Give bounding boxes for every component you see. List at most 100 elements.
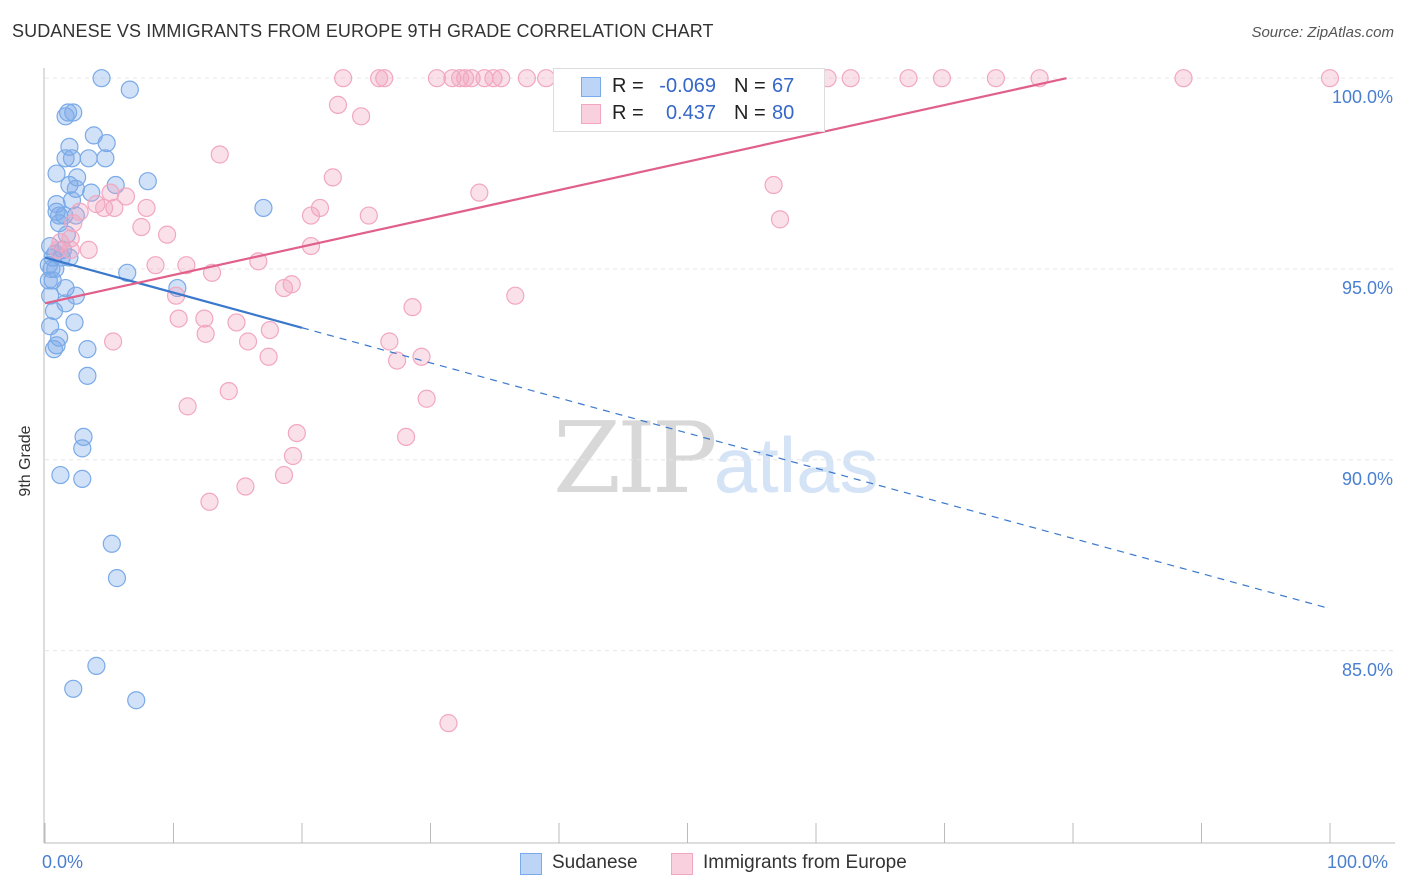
europe-point bbox=[375, 69, 394, 88]
sudanese-point bbox=[78, 340, 97, 359]
europe-point bbox=[370, 69, 389, 88]
europe-point bbox=[456, 69, 475, 88]
europe-point bbox=[61, 240, 80, 260]
europe-point bbox=[443, 69, 462, 88]
europe-point bbox=[841, 69, 860, 88]
sudanese-trend-line-dashed bbox=[301, 327, 1331, 610]
r-value: -0.069 bbox=[659, 75, 716, 97]
n-value: 67 bbox=[772, 75, 795, 97]
europe-point bbox=[70, 202, 89, 221]
y-tick-label: 100.0% bbox=[1331, 87, 1393, 107]
europe-point bbox=[137, 198, 156, 218]
europe-point bbox=[274, 465, 294, 485]
europe-point bbox=[101, 183, 120, 202]
y-tick-label: 95.0% bbox=[1341, 278, 1393, 298]
sudanese-point bbox=[39, 271, 58, 290]
europe-point bbox=[899, 69, 918, 88]
europe-point bbox=[177, 256, 196, 275]
europe-point bbox=[48, 240, 67, 260]
sudanese-point bbox=[92, 69, 111, 88]
europe-point bbox=[387, 351, 407, 370]
source-label: Source: ZipAtlas.com bbox=[1251, 24, 1394, 41]
legend-swatch-sudanese bbox=[520, 853, 542, 875]
sudanese-point bbox=[41, 286, 60, 305]
sudanese-swatch bbox=[581, 77, 601, 97]
sudanese-point bbox=[51, 465, 70, 485]
r-value: 0.437 bbox=[665, 102, 716, 124]
europe-point bbox=[116, 187, 136, 206]
sudanese-point bbox=[97, 133, 116, 153]
y-tick-label: 90.0% bbox=[1341, 469, 1393, 489]
europe-point bbox=[932, 69, 952, 88]
europe-point bbox=[417, 389, 436, 408]
europe-swatch bbox=[581, 104, 601, 124]
sudanese-point bbox=[47, 164, 66, 183]
europe-point bbox=[260, 320, 279, 340]
legend-swatch-europe bbox=[671, 853, 693, 875]
europe-point bbox=[227, 313, 246, 332]
sudanese-point bbox=[56, 149, 75, 168]
sudanese-point bbox=[73, 469, 92, 488]
europe-point bbox=[64, 214, 83, 233]
y-tick-label: 85.0% bbox=[1341, 660, 1393, 680]
sudanese-point bbox=[118, 263, 137, 282]
europe-point bbox=[132, 217, 151, 237]
sudanese-point bbox=[96, 149, 115, 168]
europe-point bbox=[196, 324, 215, 343]
europe-point bbox=[301, 206, 321, 225]
europe-point bbox=[178, 397, 197, 416]
sudanese-point bbox=[56, 107, 75, 126]
legend-label-europe: Immigrants from Europe bbox=[703, 852, 907, 873]
sudanese-point bbox=[138, 172, 157, 191]
europe-point bbox=[439, 714, 458, 733]
europe-point bbox=[484, 69, 503, 88]
x-tick-label: 0.0% bbox=[42, 852, 84, 872]
watermark: ZIPatlas bbox=[553, 402, 879, 516]
sudanese-point bbox=[82, 183, 101, 202]
legend-label-sudanese: Sudanese bbox=[552, 852, 638, 873]
europe-point bbox=[380, 332, 399, 351]
europe-point bbox=[403, 298, 422, 317]
sudanese-point bbox=[65, 313, 84, 332]
europe-point bbox=[169, 309, 188, 328]
europe-point bbox=[359, 206, 378, 225]
europe-point bbox=[323, 168, 342, 187]
n-value: 80 bbox=[772, 102, 795, 124]
europe-point bbox=[104, 332, 123, 351]
x-tick-label: 100.0% bbox=[1327, 852, 1389, 872]
europe-point bbox=[283, 446, 303, 466]
europe-point bbox=[79, 240, 98, 260]
europe-point bbox=[334, 69, 353, 88]
sudanese-point bbox=[254, 198, 273, 218]
sudanese-point bbox=[62, 149, 82, 168]
watermark-zip: ZIP bbox=[553, 402, 718, 516]
sudanese-point bbox=[78, 366, 97, 385]
europe-point bbox=[517, 69, 536, 88]
europe-point bbox=[238, 332, 258, 351]
sudanese-point bbox=[127, 691, 146, 710]
europe-point bbox=[219, 382, 238, 401]
europe-point bbox=[274, 278, 294, 298]
stats-box: R = -0.069 N = 67 R = 0.437 N = 80 bbox=[553, 68, 825, 132]
europe-point bbox=[764, 175, 783, 195]
sudanese-point bbox=[102, 534, 121, 553]
europe-point bbox=[770, 210, 790, 229]
n-label: N = bbox=[734, 102, 766, 124]
europe-point bbox=[470, 183, 489, 202]
sudanese-trend-line bbox=[44, 256, 303, 329]
europe-point bbox=[236, 477, 255, 496]
sudanese-point bbox=[79, 149, 98, 168]
europe-point bbox=[506, 286, 525, 305]
europe-point bbox=[352, 107, 371, 126]
sudanese-point bbox=[107, 569, 127, 588]
europe-point bbox=[259, 347, 278, 366]
sudanese-point bbox=[73, 439, 92, 458]
europe-point bbox=[328, 95, 348, 114]
europe-point bbox=[396, 427, 416, 447]
europe-point bbox=[287, 423, 306, 443]
sudanese-point bbox=[44, 340, 64, 359]
europe-point bbox=[157, 225, 177, 244]
sudanese-point bbox=[56, 278, 75, 298]
europe-point bbox=[95, 198, 114, 218]
